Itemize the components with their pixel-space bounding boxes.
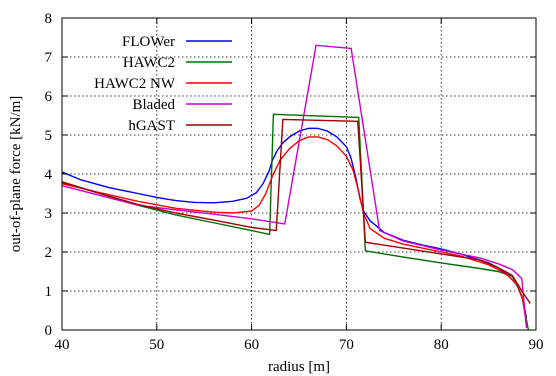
legend-label: HAWC2	[123, 55, 175, 71]
grid-lines	[62, 18, 536, 330]
x-tick-label: 40	[55, 337, 70, 353]
legend-label: HAWC2 NW	[94, 76, 176, 92]
legend: FLOWer HAWC2 HAWC2 NW Bladed hGAST	[94, 34, 232, 134]
y-tick-label: 1	[45, 284, 53, 300]
series-line	[61, 118, 531, 304]
x-tick-label: 50	[149, 337, 164, 353]
y-tick-label: 0	[45, 323, 53, 339]
x-tick-label: 90	[529, 337, 544, 353]
series-line	[61, 44, 528, 329]
series-line	[61, 136, 528, 326]
x-axis-title: radius [m]	[268, 359, 330, 375]
legend-label: Bladed	[133, 97, 176, 113]
y-tick-label: 2	[45, 245, 53, 261]
axis-ticks: 40 50 60 70 80 90 0 1 2 3 4 5 6 7 8	[45, 11, 544, 353]
x-tick-label: 70	[339, 337, 354, 353]
y-tick-label: 8	[45, 11, 53, 27]
legend-label: hGAST	[128, 118, 175, 134]
y-tick-label: 4	[45, 167, 53, 183]
x-tick-label: 60	[244, 337, 259, 353]
legend-label: FLOWer	[122, 34, 175, 50]
y-axis-title: out-of-plane force [kN/m]	[8, 96, 24, 253]
series-lines	[61, 44, 531, 331]
series-line	[61, 127, 528, 319]
y-tick-label: 7	[45, 50, 53, 66]
y-tick-label: 6	[45, 89, 53, 105]
y-tick-label: 5	[45, 128, 53, 144]
x-tick-label: 80	[434, 337, 449, 353]
y-tick-label: 3	[45, 206, 53, 222]
series-line	[61, 113, 530, 331]
